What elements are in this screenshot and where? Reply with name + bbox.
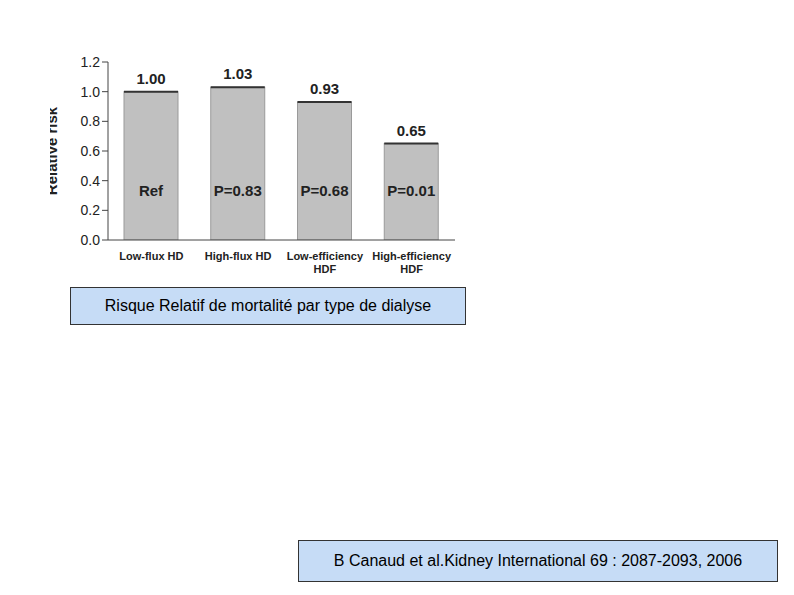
svg-text:High-efficiencyHDF: High-efficiencyHDF (372, 250, 452, 275)
svg-text:P=0.68: P=0.68 (301, 182, 349, 199)
svg-text:High-flux HD: High-flux HD (205, 250, 272, 262)
svg-text:Low-efficiencyHDF: Low-efficiencyHDF (287, 250, 364, 275)
svg-text:0.65: 0.65 (397, 122, 426, 139)
svg-text:1.03: 1.03 (223, 65, 252, 82)
svg-text:0.93: 0.93 (310, 80, 339, 97)
svg-text:1.2: 1.2 (81, 54, 101, 70)
svg-text:0.4: 0.4 (81, 173, 101, 189)
svg-text:Ref: Ref (139, 182, 164, 199)
html-text:Risque Relatif de mortalité pa: Risque Relatif de mortalité par type de … (104, 297, 432, 314)
svg-text:Low-flux HD: Low-flux HD (119, 250, 183, 262)
svg-text:1.00: 1.00 (136, 70, 165, 87)
svg-text:0.8: 0.8 (81, 113, 101, 129)
svg-text:0.2: 0.2 (81, 202, 101, 218)
svg-text:Relative risk: Relative risk (50, 106, 60, 195)
svg-text:P=0.83: P=0.83 (214, 182, 262, 199)
svg-text:0.0: 0.0 (81, 232, 101, 248)
html-text:B Canaud et al.Kidney Internat: B Canaud et al.Kidney International 69 :… (333, 552, 743, 569)
svg-text:0.6: 0.6 (81, 143, 101, 159)
svg-text:P=0.01: P=0.01 (387, 182, 435, 199)
svg-text:1.0: 1.0 (81, 84, 101, 100)
